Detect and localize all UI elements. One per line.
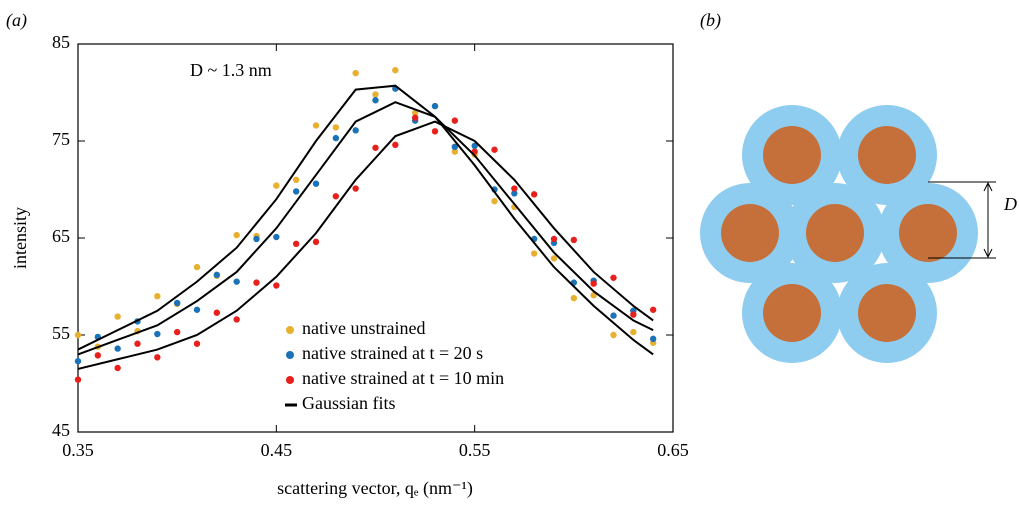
legend-marker <box>286 326 294 334</box>
data-point <box>312 180 320 187</box>
data-point <box>491 197 498 205</box>
data-point <box>273 282 280 289</box>
data-point <box>312 238 320 246</box>
data-point <box>193 340 201 347</box>
data-point <box>134 340 141 347</box>
legend-marker <box>286 376 294 384</box>
data-point <box>610 312 617 319</box>
data-point <box>213 309 221 316</box>
legend-label: Gaussian fits <box>302 393 396 413</box>
data-point <box>451 148 459 155</box>
data-point <box>352 127 359 134</box>
y-tick-label: 85 <box>52 32 70 52</box>
data-point <box>530 250 538 257</box>
data-point <box>451 117 459 124</box>
dimension-label: D <box>1003 194 1017 214</box>
data-point <box>173 299 181 307</box>
data-point <box>74 376 82 383</box>
x-tick-label: 0.45 <box>261 440 293 460</box>
data-point <box>233 231 240 239</box>
data-point <box>530 191 538 198</box>
data-point <box>590 280 597 287</box>
data-point <box>114 345 121 352</box>
data-point <box>550 255 558 262</box>
y-tick-label: 45 <box>52 420 70 440</box>
fit-curve <box>77 84 654 356</box>
fit-curve <box>77 120 654 370</box>
data-point <box>491 146 498 153</box>
data-point <box>173 328 181 336</box>
data-point <box>193 263 201 271</box>
x-axis-label: scattering vector, qₑ (nm⁻¹) <box>277 478 473 499</box>
data-point <box>392 141 399 149</box>
packing-diagram <box>700 105 996 363</box>
data-point <box>610 274 617 281</box>
data-point <box>372 91 379 98</box>
data-point <box>213 271 221 279</box>
data-point <box>451 143 459 151</box>
x-tick-label: 0.55 <box>459 440 491 460</box>
data-point <box>610 331 617 339</box>
data-point <box>253 279 260 286</box>
data-point <box>292 240 300 248</box>
data-point <box>431 128 439 135</box>
x-tick-label: 0.65 <box>657 440 689 460</box>
data-point <box>154 293 161 300</box>
data-point <box>411 114 419 121</box>
legend-label: native strained at t = 10 min <box>302 368 504 388</box>
data-point <box>114 364 121 372</box>
data-point <box>154 330 161 338</box>
data-point <box>332 124 340 131</box>
legend-label: native unstrained <box>302 318 425 338</box>
data-point <box>630 328 637 336</box>
data-point <box>292 176 300 183</box>
data-point <box>431 102 439 110</box>
legend-label: native strained at t = 20 s <box>302 343 483 363</box>
data-point <box>649 335 657 343</box>
data-point <box>74 331 82 339</box>
data-point <box>471 142 478 150</box>
data-point <box>233 316 240 323</box>
data-point <box>550 235 558 243</box>
data-point <box>273 233 280 241</box>
data-point <box>630 311 637 318</box>
fit-curve <box>77 101 654 356</box>
data-point <box>649 306 657 313</box>
data-point <box>511 185 518 192</box>
x-tick-label: 0.35 <box>62 440 94 460</box>
y-axis-label: intensity <box>10 207 30 269</box>
data-point <box>372 144 379 151</box>
data-point <box>114 313 121 320</box>
y-tick-label: 55 <box>52 323 70 343</box>
data-point <box>273 182 280 189</box>
data-point <box>511 190 518 197</box>
data-point <box>154 354 161 361</box>
panel-label: (b) <box>700 10 721 31</box>
data-point <box>94 352 102 359</box>
data-point <box>411 109 419 117</box>
data-point <box>332 134 340 142</box>
data-point <box>352 185 359 192</box>
data-point <box>570 236 578 244</box>
panel-label: (a) <box>6 10 27 31</box>
data-point <box>392 66 399 74</box>
data-point <box>372 97 379 104</box>
data-point <box>312 122 320 129</box>
data-point <box>352 69 359 77</box>
data-point <box>74 357 82 365</box>
y-tick-label: 75 <box>52 129 70 149</box>
data-point <box>253 235 260 243</box>
annotation: D ~ 1.3 nm <box>190 60 272 80</box>
data-point <box>292 188 300 195</box>
data-point <box>193 306 201 313</box>
legend-marker <box>286 351 294 359</box>
data-point <box>570 294 578 302</box>
data-point <box>332 193 340 200</box>
data-point <box>233 278 240 285</box>
y-tick-label: 65 <box>52 226 70 246</box>
